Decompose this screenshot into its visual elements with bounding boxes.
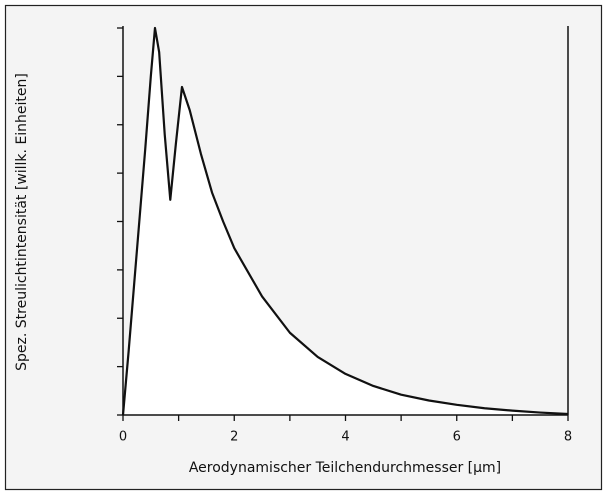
x-tick-label: 0 — [119, 430, 127, 445]
x-tick-label: 2 — [230, 430, 238, 445]
x-axis-title: Aerodynamischer Teilchendurchmesser [µm] — [189, 460, 501, 476]
y-axis-title: Spez. Streulichtintensität [willk. Einhe… — [14, 73, 30, 371]
x-tick-label: 8 — [564, 430, 572, 445]
curve — [121, 26, 569, 416]
x-tick-label: 6 — [453, 430, 461, 445]
plot-area: 0 2 4 6 8 — [117, 26, 572, 445]
area-fill — [123, 28, 568, 415]
x-tick-label: 4 — [341, 430, 349, 445]
